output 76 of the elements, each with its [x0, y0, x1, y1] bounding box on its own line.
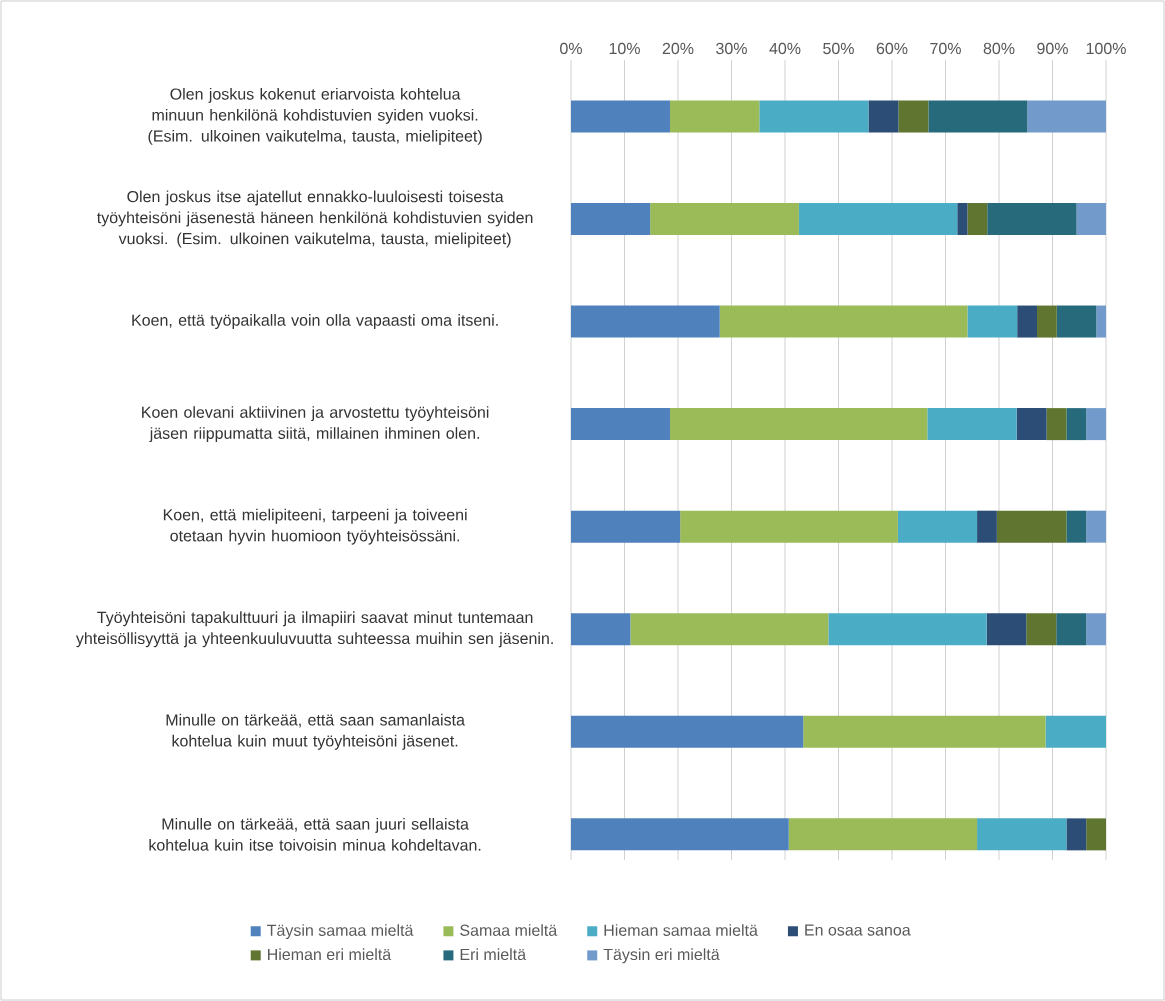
bar [680, 510, 898, 543]
legend-label: En osaa sanoa [805, 924, 911, 936]
bar [1056, 613, 1087, 646]
bar [957, 202, 968, 235]
y-tick-label: Koen, että työpaikalla voin olla vapaasti oma itseni. [132, 314, 498, 330]
bar [1036, 305, 1057, 338]
bar [759, 100, 869, 133]
x-tick-label: 80% [983, 42, 1015, 55]
bar [1086, 510, 1107, 543]
bar [1056, 305, 1097, 338]
bar [788, 818, 978, 851]
bar [1066, 510, 1087, 543]
legend-label: Täysin eri mieltä [603, 948, 720, 964]
bar [828, 613, 987, 646]
bar [1096, 305, 1107, 338]
bar [1027, 100, 1107, 133]
bar [1086, 408, 1107, 441]
bar [571, 100, 670, 133]
bar [987, 202, 1077, 235]
bar [798, 202, 958, 235]
bar [571, 510, 681, 543]
bar [977, 818, 1067, 851]
legend-label: Samaa mieltä [460, 924, 558, 936]
bar [986, 613, 1027, 646]
bar [719, 305, 968, 338]
x-tick-label: 10% [609, 42, 640, 55]
bar [1016, 408, 1047, 441]
x-tick-label: 100% [1086, 42, 1126, 55]
y-tick-label: Minulle on tärkeää, että saan juuri sellaista kohtelua kuin itse toivoisin minua kohdeltavan. [149, 817, 481, 851]
legend-label: Hieman samaa mieltä [604, 924, 758, 936]
bar [669, 408, 928, 441]
x-tick-label: 50% [823, 42, 854, 55]
bar [650, 202, 799, 235]
bar [571, 305, 720, 338]
bar [977, 510, 997, 543]
bar [571, 408, 670, 441]
legend-label: Hieman eri mieltä [268, 948, 392, 961]
bar [669, 100, 760, 133]
y-tick-label: Minulle on tärkeää, että saan samanlaista kohtelua kuin muut työyhteisöni jäsenet. [166, 713, 465, 750]
bar [571, 613, 631, 646]
bar [803, 715, 1046, 748]
bar [1026, 613, 1057, 646]
x-tick-label: 60% [876, 42, 908, 55]
bar [1046, 408, 1067, 441]
bar [996, 510, 1067, 543]
y-tick-label: Olen joskus kokenut eriarvoista kohtelua minuun henkilönä kohdistuvien syiden vuoksi. (Esim. ulkoinen vaikutelma, tausta, mielipiteet) [148, 87, 482, 145]
x-tick-label: 0% [560, 42, 582, 55]
bar [1086, 818, 1107, 851]
y-tick-label: Koen, että mielipiteeni, tarpeeni ja toiveeni otetaan hyvin huomioon työyhteisössäni. [163, 508, 467, 545]
y-tick-label: Työyhteisöni tapakulttuuri ja ilmapiiri saavat minut tuntemaan yhteisöllisyyttä ja yhteenkuuluvuutta suhteessa muihin sen jäsenin. [75, 611, 553, 648]
bar [897, 510, 978, 543]
bar [927, 408, 1017, 441]
bar [1066, 408, 1087, 441]
bar [1066, 818, 1087, 851]
y-tick-label: Koen olevani aktiivinen ja arvostettu työyhteisöni jäsen riippumatta siitä, millainen ihminen olen. [142, 406, 489, 443]
bar [1086, 613, 1107, 646]
bar [630, 613, 829, 646]
bar [967, 202, 988, 235]
bar [571, 818, 789, 851]
y-tick-label: Olen joskus itse ajatellut ennakko-luuloisesti toisesta työyhteisöni jäsenestä häneen henkilönä kohdistuvien syiden vuoksi. (Esim. ulkoinen vaikutelma, tausta, mielipiteet) [97, 190, 533, 248]
x-tick-label: 30% [716, 42, 747, 55]
bar [571, 715, 804, 748]
x-tick-label: 70% [930, 42, 961, 55]
x-tick-label: 40% [769, 42, 801, 55]
bar [967, 305, 1018, 338]
legend-label: Eri mieltä [460, 948, 527, 961]
bar [1045, 715, 1107, 748]
bar [1076, 202, 1107, 235]
legend-label: Täysin samaa mieltä [267, 924, 414, 940]
bar [868, 100, 899, 133]
x-tick-label: 90% [1037, 42, 1068, 55]
bar [571, 202, 651, 235]
bar [1017, 305, 1037, 338]
bar [898, 100, 929, 133]
bar [928, 100, 1028, 133]
x-tick-label: 20% [662, 42, 694, 55]
